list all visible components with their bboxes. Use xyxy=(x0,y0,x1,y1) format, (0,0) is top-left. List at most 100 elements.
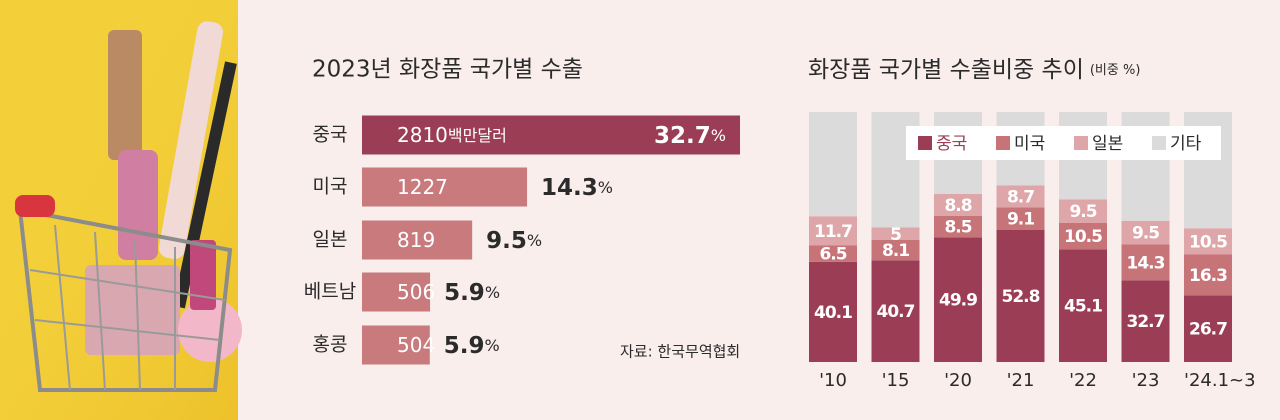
bar-segment xyxy=(809,216,857,246)
data-label: 16.3 xyxy=(1189,266,1227,286)
value-number: 506 xyxy=(397,280,435,304)
bar-segment xyxy=(1184,254,1232,296)
bar-segment xyxy=(996,185,1045,208)
data-label: 40.7 xyxy=(877,302,915,322)
x-tick-label: '15 xyxy=(882,370,910,391)
source: 자료: 한국무역협회 xyxy=(620,343,740,361)
bar-segment xyxy=(934,194,982,216)
chart-title: 화장품 국가별 수출비중 추이 (비중 %) xyxy=(808,57,1140,83)
bar-segment xyxy=(871,260,920,362)
share-unit: % xyxy=(711,126,726,145)
data-label: 52.8 xyxy=(1002,287,1040,307)
value-unit: 백만달러 xyxy=(448,126,507,145)
share-unit: % xyxy=(527,231,542,250)
data-label: 6.5 xyxy=(819,245,846,265)
bar-segment xyxy=(1121,280,1170,362)
x-tick-label: '24.1~3 xyxy=(1184,370,1256,391)
legend-swatch xyxy=(1074,136,1088,150)
bar xyxy=(362,167,528,207)
share-label: 5.9% xyxy=(444,333,500,359)
bar-segment xyxy=(809,245,857,262)
bar-segment xyxy=(809,112,857,217)
category-label: 홍콩 xyxy=(313,334,348,356)
category-label: 중국 xyxy=(313,124,348,146)
legend-label: 기타 xyxy=(1170,134,1202,154)
share-label: 9.5% xyxy=(486,228,542,254)
share-unit: % xyxy=(485,283,500,302)
bar-segment xyxy=(1121,220,1170,245)
share-number: 9.5 xyxy=(486,228,527,254)
value-number: 504 xyxy=(397,333,435,357)
value-label: 819 xyxy=(397,228,435,252)
category-label: 일본 xyxy=(313,229,348,251)
share-label: 5.9% xyxy=(444,280,500,306)
bar-segment xyxy=(871,227,920,240)
bar-segment xyxy=(1059,223,1107,250)
bar-segment xyxy=(1059,249,1107,362)
photo xyxy=(0,0,242,420)
x-tick-label: '20 xyxy=(944,370,972,391)
bar-segment xyxy=(809,261,857,362)
x-tick-label: '22 xyxy=(1069,370,1097,391)
bar xyxy=(362,115,740,155)
data-label: 9.5 xyxy=(1132,224,1159,244)
data-label: 10.5 xyxy=(1189,232,1227,252)
bar xyxy=(362,272,431,312)
value-label: 504 xyxy=(397,333,435,357)
data-label: 8.7 xyxy=(1007,187,1034,207)
legend-label: 미국 xyxy=(1014,134,1045,154)
share-label: 32.7% xyxy=(654,123,726,149)
data-label: 11.7 xyxy=(814,222,852,242)
share-number: 5.9 xyxy=(444,333,485,359)
category-label: 베트남 xyxy=(304,281,356,303)
bar-segment xyxy=(1184,228,1232,255)
legend-label: 중국 xyxy=(936,134,967,154)
bar-segment xyxy=(996,207,1045,230)
bar-segment xyxy=(1059,199,1107,223)
data-label: 8.1 xyxy=(882,241,909,261)
legend-label: 일본 xyxy=(1092,134,1123,154)
legend-swatch xyxy=(1152,136,1166,150)
data-label: 45.1 xyxy=(1064,297,1102,317)
legend-box xyxy=(906,126,1221,160)
value-number: 819 xyxy=(397,228,435,252)
share-unit: % xyxy=(598,178,613,197)
category-label: 미국 xyxy=(313,176,348,198)
data-label: 10.5 xyxy=(1064,227,1102,247)
legend-swatch xyxy=(996,136,1010,150)
chart-title: 2023년 화장품 국가별 수출 xyxy=(312,57,583,83)
data-label: 5 xyxy=(890,225,901,245)
bar-segment xyxy=(996,230,1045,362)
data-label: 8.8 xyxy=(944,196,971,216)
data-label: 9.5 xyxy=(1069,202,1096,222)
bar-segment xyxy=(871,240,920,261)
share-label: 14.3% xyxy=(541,175,613,201)
bar xyxy=(362,220,473,260)
x-tick-label: '21 xyxy=(1007,370,1035,391)
bar-segment xyxy=(934,237,982,362)
data-label: 40.1 xyxy=(814,303,852,323)
share-number: 5.9 xyxy=(444,280,485,306)
legend-swatch xyxy=(918,136,932,150)
data-label: 49.9 xyxy=(939,291,977,311)
share-number: 32.7 xyxy=(654,123,711,149)
x-tick-label: '10 xyxy=(819,370,847,391)
value-label: 1227 xyxy=(397,175,448,199)
data-label: 9.1 xyxy=(1007,210,1034,230)
value-number: 1227 xyxy=(397,175,448,199)
share-number: 14.3 xyxy=(541,175,598,201)
value-number: 2810 xyxy=(397,123,448,147)
data-label: 14.3 xyxy=(1127,253,1165,273)
subtitle: (비중 %) xyxy=(1090,63,1141,78)
bar-segment xyxy=(934,216,982,238)
bar-segment xyxy=(1184,295,1232,362)
value-label: 2810백만달러 xyxy=(397,123,507,147)
data-label: 26.7 xyxy=(1189,320,1227,340)
bar-segment xyxy=(1121,244,1170,281)
share-unit: % xyxy=(485,336,500,355)
title-text: 화장품 국가별 수출비중 추이 xyxy=(808,57,1084,83)
value-label: 506 xyxy=(397,280,435,304)
data-label: 8.5 xyxy=(944,218,971,238)
x-tick-label: '23 xyxy=(1132,370,1160,391)
